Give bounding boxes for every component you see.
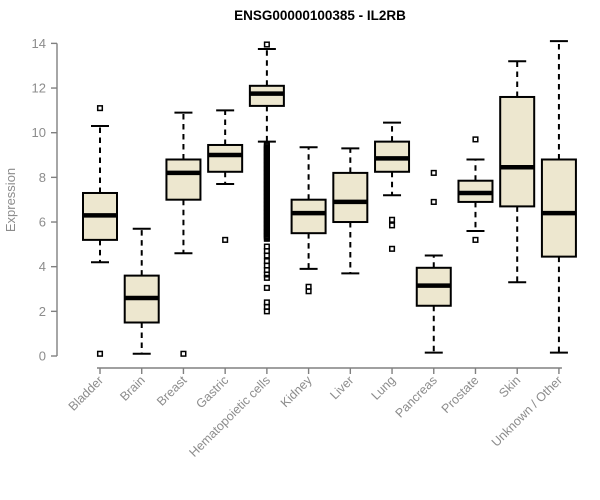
- y-tick-label-4: 4: [39, 259, 46, 274]
- outlier-point: [222, 236, 229, 243]
- box-brain: [123, 227, 160, 355]
- y-tick-label-0: 0: [39, 349, 46, 364]
- y-axis-title: Expression: [3, 168, 18, 232]
- outlier-point: [388, 245, 396, 252]
- box-hematopoietic-cells: [248, 41, 285, 315]
- y-axis: 0 2 4 6 8 10 12 14: [32, 36, 58, 364]
- x-axis-label-prostate: Prostate: [439, 373, 482, 416]
- box-breast: [165, 111, 202, 357]
- y-tick-label-14: 14: [32, 36, 46, 51]
- x-axis-label-kidney: Kidney: [278, 373, 315, 410]
- outlier-point: [263, 274, 270, 281]
- box-gastric: [207, 109, 244, 243]
- outlier-point: [96, 350, 104, 357]
- box-kidney: [290, 146, 327, 295]
- outlier-point: [180, 350, 187, 357]
- x-axis-label-unknown-other: Unknown / Other: [489, 373, 565, 449]
- x-axis-label-hematopoietic-cells: Hematopoietic cells: [186, 373, 273, 460]
- y-tick-label-2: 2: [39, 304, 46, 319]
- y-tick-label-6: 6: [39, 215, 46, 230]
- chart-title: ENSG00000100385 - IL2RB: [234, 8, 406, 23]
- iqr-box: [499, 95, 536, 208]
- iqr-box: [207, 143, 244, 173]
- x-axis-label-gastric: Gastric: [193, 373, 231, 411]
- y-tick-label-12: 12: [32, 81, 46, 96]
- box-prostate: [457, 136, 494, 243]
- outlier-point: [388, 222, 396, 229]
- box-unknown-other: [540, 40, 577, 354]
- outlier-point: [305, 288, 312, 295]
- y-tick-label-10: 10: [32, 125, 46, 140]
- x-axis-label-breast: Breast: [154, 373, 190, 409]
- outlier-point: [430, 198, 437, 205]
- box-lung: [374, 121, 411, 252]
- outlier-point: [263, 141, 270, 149]
- box-skin: [499, 60, 536, 284]
- x-axis-label-pancreas: Pancreas: [393, 373, 440, 420]
- plot-area: 0 2 4 6 8 10 12 14 Bladder Brain Breast GastricHema…: [32, 36, 577, 460]
- iqr-box: [332, 171, 369, 224]
- outlier-point: [263, 41, 270, 48]
- box-pancreas: [415, 169, 452, 354]
- outlier-point: [263, 252, 270, 259]
- outlier-point: [263, 308, 270, 315]
- y-tick-label-8: 8: [39, 170, 46, 185]
- box-liver: [332, 147, 369, 275]
- iqr-box: [290, 198, 327, 235]
- x-axis-label-bladder: Bladder: [66, 373, 106, 413]
- outlier-point: [430, 169, 437, 176]
- x-axis-label-brain: Brain: [117, 373, 148, 404]
- outlier-point: [96, 105, 104, 112]
- iqr-box: [540, 158, 577, 258]
- box-bladder: [82, 105, 118, 357]
- x-axis-label-skin: Skin: [496, 373, 523, 400]
- outlier-point: [472, 136, 479, 143]
- iqr-box: [165, 158, 202, 201]
- outlier-point: [263, 271, 270, 278]
- x-axis-label-lung: Lung: [369, 373, 399, 403]
- x-axis-label-liver: Liver: [327, 373, 356, 402]
- outlier-point: [388, 216, 396, 223]
- outlier-point: [263, 284, 270, 291]
- outlier-point: [472, 236, 479, 243]
